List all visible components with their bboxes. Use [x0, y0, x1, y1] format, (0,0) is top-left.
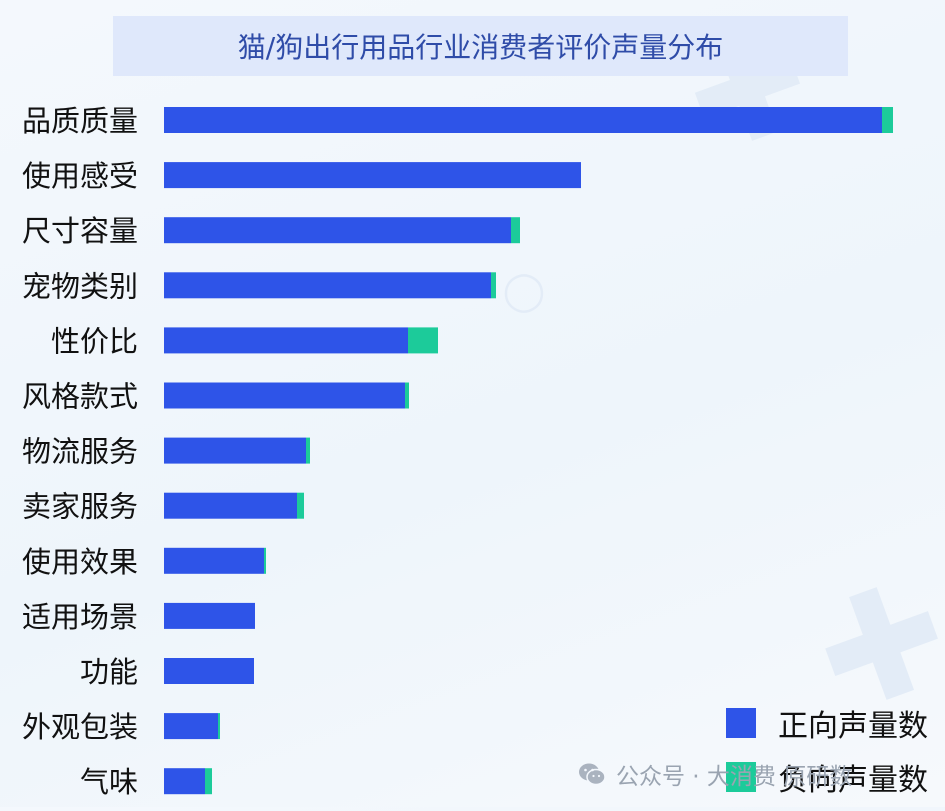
bar-negative	[205, 768, 212, 795]
category-label: 风格款式	[22, 380, 138, 414]
category-label: 尺寸容量	[22, 214, 138, 248]
legend-swatch-positive	[726, 708, 756, 738]
bar-positive	[164, 107, 882, 133]
legend-label-negative: 负向声量数	[778, 763, 928, 798]
bar-positive	[164, 768, 205, 795]
bar-negative	[306, 437, 310, 464]
bar-positive	[164, 382, 405, 409]
category-label: 使用感受	[22, 159, 138, 193]
wechat-watermark: 公众号 · 大消费 原研数	[578, 757, 852, 791]
bar-positive	[164, 272, 491, 299]
legend-label-positive: 正向声量数	[778, 709, 928, 744]
category-label: 品质质量	[22, 104, 138, 138]
legend-item-negative: 负向声量数	[726, 757, 928, 798]
bar-negative	[264, 547, 266, 574]
category-label: 功能	[80, 655, 138, 689]
chart-title: 猫/狗出行用品行业消费者评价声量分布	[237, 31, 724, 64]
bar-positive	[164, 713, 218, 740]
category-label: 性价比	[51, 324, 138, 358]
bar-negative	[408, 327, 438, 354]
chart-legend: 正向声量数 负向声量数	[726, 703, 928, 811]
bar-negative	[218, 713, 220, 740]
category-label: 物流服务	[22, 435, 138, 469]
category-label: 宠物类别	[22, 269, 138, 303]
bar-positive	[164, 437, 306, 464]
category-label: 使用效果	[22, 545, 138, 579]
bar-negative	[491, 272, 496, 299]
bar-positive	[164, 217, 511, 244]
wechat-watermark-text: 公众号 · 大消费 原研数	[616, 764, 853, 790]
legend-swatch-negative	[726, 762, 756, 792]
bar-positive	[164, 162, 581, 189]
chart-title-box: 猫/狗出行用品行业消费者评价声量分布	[113, 16, 848, 76]
bar-positive	[164, 658, 254, 684]
category-label: 外观包装	[22, 710, 138, 744]
category-label: 卖家服务	[22, 490, 138, 524]
bar-positive	[164, 327, 408, 354]
bar-negative	[882, 107, 893, 133]
category-label: 气味	[80, 765, 138, 799]
bar-positive	[164, 492, 297, 519]
bar-positive	[164, 547, 264, 574]
legend-item-positive: 正向声量数	[726, 703, 928, 744]
bar-positive	[164, 602, 255, 629]
bar-negative	[405, 382, 409, 409]
wechat-icon	[579, 763, 606, 786]
bar-negative	[297, 492, 304, 519]
bar-negative	[511, 217, 520, 244]
category-label: 适用场景	[22, 600, 138, 634]
